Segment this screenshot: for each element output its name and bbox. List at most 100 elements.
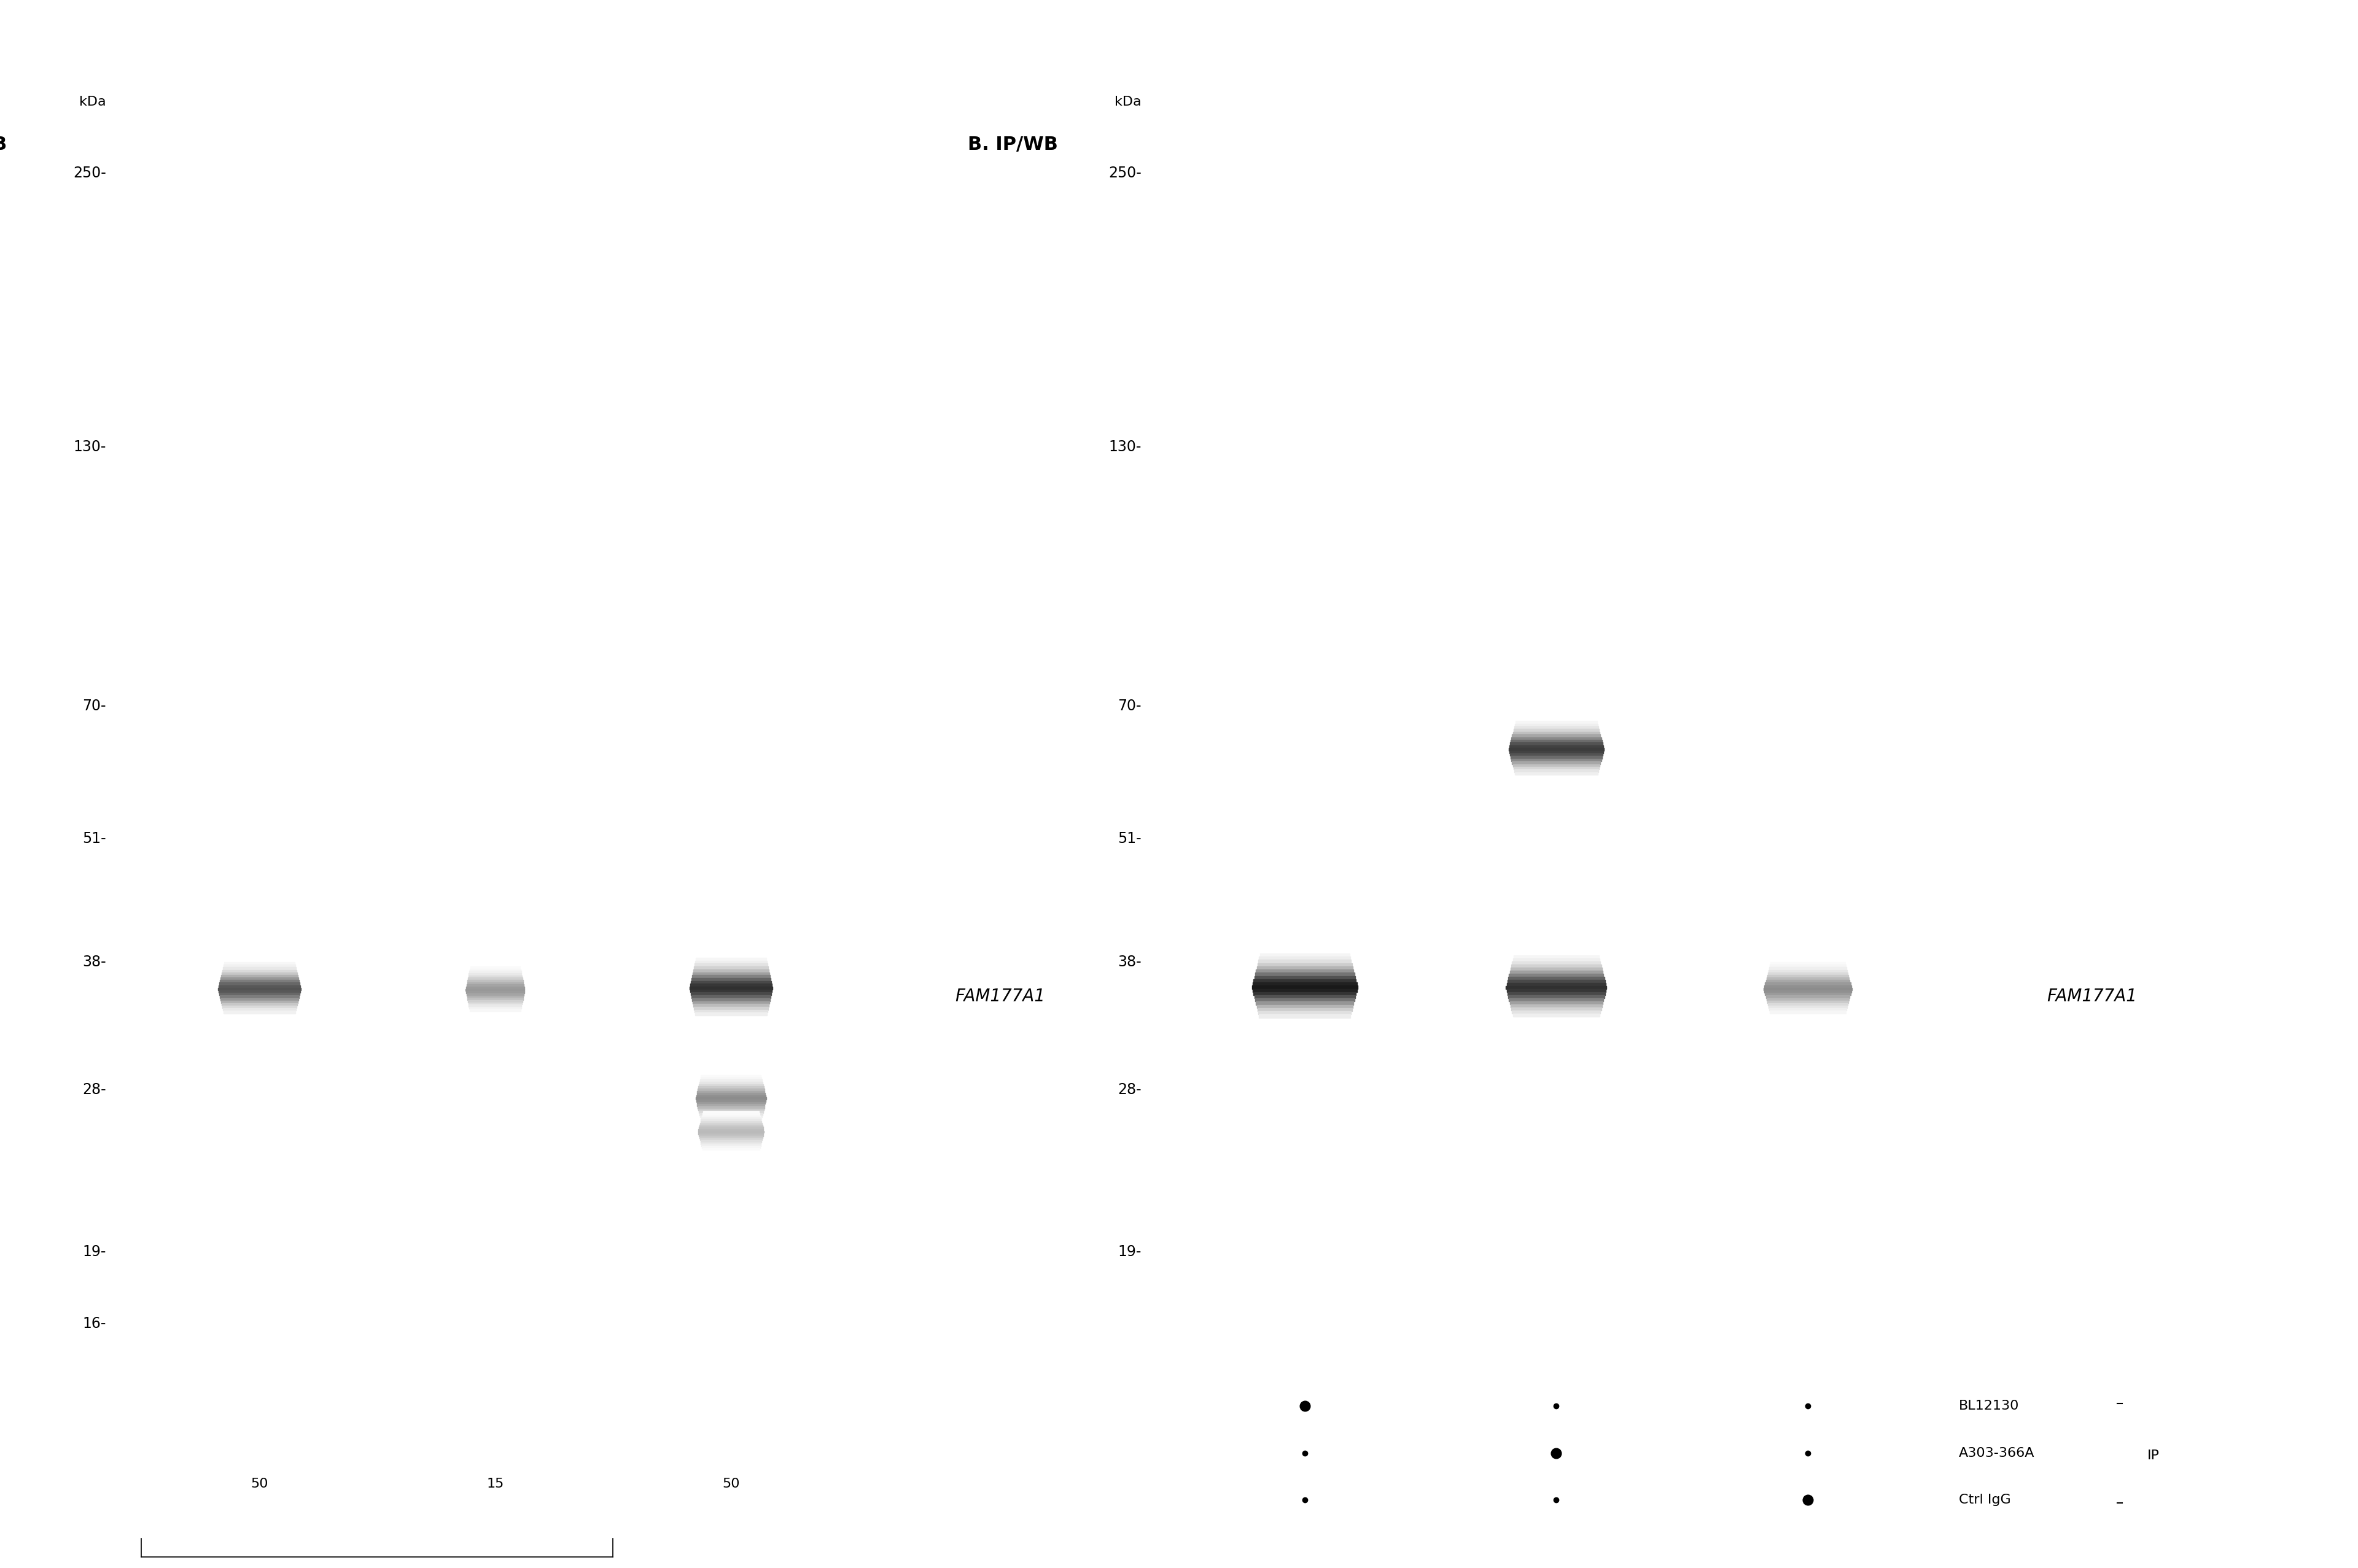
- Bar: [703, 1115, 759, 1118]
- Bar: [696, 958, 766, 961]
- Bar: [1514, 764, 1599, 767]
- Bar: [1507, 980, 1606, 983]
- Bar: [1509, 1002, 1603, 1005]
- Bar: [469, 1005, 521, 1007]
- Bar: [1507, 986, 1606, 989]
- Bar: [691, 996, 771, 999]
- Bar: [1509, 751, 1603, 753]
- Bar: [1514, 729, 1599, 732]
- Bar: [698, 1104, 764, 1107]
- Bar: [691, 983, 771, 986]
- Bar: [219, 993, 299, 996]
- Bar: [467, 986, 523, 989]
- Bar: [1511, 967, 1601, 971]
- Bar: [1509, 748, 1603, 751]
- Bar: [1509, 974, 1603, 977]
- Bar: [1259, 1014, 1351, 1018]
- Bar: [222, 975, 297, 977]
- Text: kDa: kDa: [80, 96, 106, 108]
- Bar: [469, 1002, 521, 1005]
- Text: 70-: 70-: [1118, 699, 1141, 713]
- Text: BL12130: BL12130: [1959, 1400, 2018, 1413]
- Bar: [1509, 977, 1603, 980]
- Bar: [1514, 771, 1599, 775]
- Bar: [219, 996, 299, 997]
- Bar: [698, 1110, 764, 1113]
- Text: IP: IP: [2148, 1449, 2160, 1461]
- Bar: [1257, 1002, 1353, 1005]
- Bar: [467, 993, 523, 996]
- Bar: [700, 1124, 762, 1127]
- Bar: [1509, 996, 1603, 999]
- Bar: [698, 1091, 764, 1093]
- Bar: [1768, 967, 1846, 969]
- Bar: [1254, 978, 1356, 983]
- Bar: [1768, 1004, 1849, 1005]
- Bar: [703, 1148, 759, 1149]
- Bar: [1514, 732, 1599, 734]
- Bar: [1514, 724, 1599, 726]
- Bar: [222, 969, 297, 972]
- Bar: [1257, 966, 1353, 969]
- Bar: [1259, 1011, 1351, 1014]
- Text: 130-: 130-: [73, 439, 106, 455]
- Bar: [217, 988, 302, 991]
- Text: 70-: 70-: [83, 699, 106, 713]
- Text: B. IP/WB: B. IP/WB: [967, 136, 1059, 154]
- Bar: [469, 966, 521, 969]
- Bar: [703, 1146, 759, 1148]
- Bar: [700, 1138, 762, 1140]
- Bar: [696, 1098, 766, 1099]
- Bar: [696, 961, 766, 963]
- Bar: [219, 983, 299, 985]
- Bar: [1507, 983, 1606, 986]
- Bar: [377, 1454, 613, 1551]
- Bar: [222, 1000, 297, 1004]
- Bar: [224, 963, 295, 964]
- Bar: [613, 1454, 849, 1551]
- Bar: [693, 1004, 769, 1007]
- Bar: [1257, 1005, 1353, 1008]
- Bar: [1252, 989, 1356, 993]
- Bar: [700, 1121, 762, 1123]
- Bar: [1764, 991, 1851, 993]
- Bar: [467, 991, 523, 993]
- Bar: [1259, 960, 1351, 963]
- Bar: [1254, 999, 1353, 1002]
- Bar: [467, 980, 523, 982]
- Bar: [1766, 997, 1849, 1000]
- Bar: [1511, 734, 1601, 737]
- Bar: [1514, 726, 1599, 729]
- Bar: [700, 1115, 762, 1118]
- Bar: [469, 971, 521, 974]
- Bar: [700, 1145, 762, 1146]
- Bar: [141, 1454, 377, 1551]
- Bar: [222, 997, 297, 1000]
- Bar: [1511, 961, 1601, 964]
- Bar: [469, 1007, 521, 1008]
- Text: FAM177A1: FAM177A1: [955, 988, 1045, 1005]
- Text: 51-: 51-: [83, 831, 106, 847]
- Text: 250-: 250-: [73, 166, 106, 180]
- Bar: [469, 1008, 521, 1011]
- Bar: [1252, 986, 1358, 989]
- Bar: [693, 1007, 769, 1010]
- Bar: [1511, 756, 1601, 759]
- Text: 19-: 19-: [83, 1245, 106, 1259]
- Bar: [222, 977, 297, 980]
- Text: 28-: 28-: [1118, 1082, 1141, 1098]
- Text: 19-: 19-: [1118, 1245, 1141, 1259]
- Bar: [1254, 975, 1356, 978]
- Text: kDa: kDa: [1115, 96, 1141, 108]
- Text: A. WB: A. WB: [0, 136, 7, 154]
- Bar: [700, 1076, 762, 1077]
- Bar: [700, 1118, 762, 1120]
- Bar: [222, 1004, 297, 1005]
- Bar: [1516, 721, 1596, 724]
- Bar: [693, 972, 769, 975]
- Bar: [1511, 759, 1601, 762]
- Bar: [698, 1132, 764, 1135]
- Bar: [1514, 767, 1599, 770]
- Bar: [696, 1102, 766, 1104]
- Bar: [700, 1118, 762, 1120]
